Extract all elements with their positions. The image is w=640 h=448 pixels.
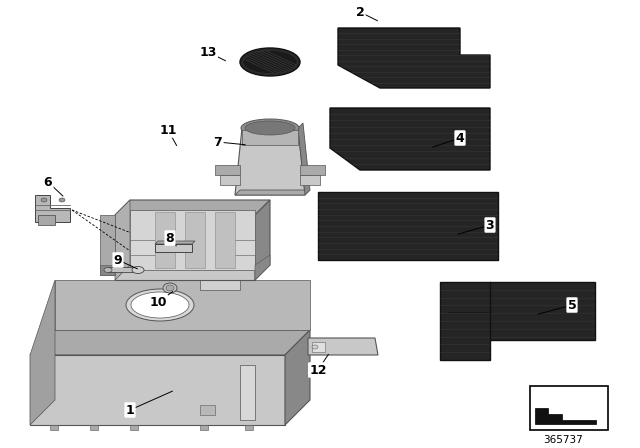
Polygon shape (115, 200, 130, 280)
Ellipse shape (166, 285, 174, 291)
Ellipse shape (312, 345, 318, 349)
Polygon shape (535, 408, 596, 424)
Polygon shape (155, 244, 192, 252)
Ellipse shape (245, 121, 295, 135)
Polygon shape (100, 265, 115, 275)
Text: 9: 9 (114, 254, 122, 267)
Polygon shape (30, 280, 55, 425)
Text: 10: 10 (149, 296, 167, 309)
FancyBboxPatch shape (530, 386, 608, 430)
Polygon shape (30, 355, 285, 425)
Text: 6: 6 (44, 176, 52, 189)
Polygon shape (215, 165, 240, 175)
Text: 8: 8 (166, 232, 174, 245)
Polygon shape (90, 425, 98, 430)
Polygon shape (300, 165, 325, 175)
Polygon shape (338, 28, 490, 88)
Polygon shape (200, 425, 208, 430)
Polygon shape (220, 175, 240, 185)
Polygon shape (130, 210, 255, 270)
Polygon shape (200, 405, 215, 415)
Polygon shape (255, 255, 270, 280)
Polygon shape (300, 175, 320, 185)
Ellipse shape (126, 289, 194, 321)
Polygon shape (235, 128, 305, 195)
Polygon shape (115, 200, 270, 215)
Polygon shape (242, 130, 298, 145)
Polygon shape (55, 280, 310, 330)
Polygon shape (185, 212, 205, 268)
Polygon shape (440, 282, 595, 360)
Polygon shape (220, 240, 255, 255)
Polygon shape (298, 123, 310, 195)
Text: 7: 7 (214, 135, 222, 148)
Text: 2: 2 (356, 5, 364, 18)
Polygon shape (240, 365, 255, 420)
Ellipse shape (243, 51, 297, 73)
Ellipse shape (104, 267, 112, 272)
Polygon shape (115, 215, 255, 280)
Ellipse shape (59, 198, 65, 202)
Ellipse shape (132, 267, 144, 273)
Polygon shape (330, 108, 490, 170)
Polygon shape (130, 425, 138, 430)
Polygon shape (155, 212, 175, 268)
Text: 1: 1 (125, 404, 134, 417)
Ellipse shape (240, 48, 300, 76)
Polygon shape (200, 280, 240, 290)
Ellipse shape (163, 283, 177, 293)
Text: 3: 3 (486, 219, 494, 232)
Text: 365737: 365737 (543, 435, 583, 445)
Polygon shape (38, 215, 55, 225)
Text: 12: 12 (309, 363, 327, 376)
Text: 4: 4 (456, 132, 465, 145)
Polygon shape (50, 425, 58, 430)
Polygon shape (108, 267, 138, 272)
Polygon shape (318, 192, 498, 260)
Ellipse shape (131, 292, 189, 318)
Text: 13: 13 (199, 46, 217, 59)
Text: 5: 5 (568, 298, 577, 311)
Polygon shape (130, 240, 160, 255)
Text: 11: 11 (159, 124, 177, 137)
Polygon shape (35, 195, 70, 222)
Polygon shape (285, 330, 310, 425)
Polygon shape (100, 215, 115, 275)
Ellipse shape (241, 119, 299, 137)
Polygon shape (312, 342, 325, 352)
Polygon shape (255, 200, 270, 280)
Polygon shape (30, 330, 310, 355)
Ellipse shape (41, 198, 47, 202)
Polygon shape (235, 190, 310, 195)
Polygon shape (155, 241, 195, 244)
Polygon shape (245, 425, 253, 430)
Polygon shape (308, 338, 378, 355)
Polygon shape (215, 212, 235, 268)
